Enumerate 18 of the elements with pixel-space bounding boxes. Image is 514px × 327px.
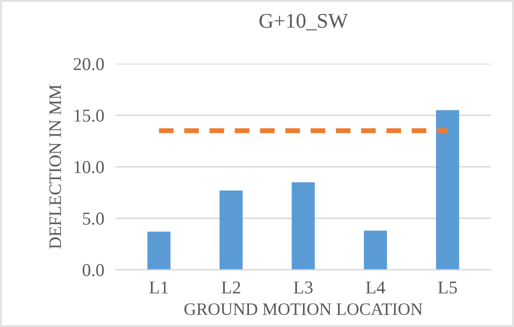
y-tick-label: 0.0 (82, 264, 104, 276)
x-tick-label: L4 (366, 282, 386, 294)
bar (436, 110, 460, 270)
chart-title: G+10_SW (259, 14, 348, 30)
y-tick-label: 5.0 (83, 212, 104, 225)
x-axis-title: GROUND MOTION LOCATION (184, 303, 422, 316)
bar (364, 230, 387, 270)
bar (147, 232, 170, 270)
y-tick-label: 15.0 (74, 110, 104, 122)
y-tick-label: 10.0 (74, 161, 104, 174)
y-axis-title: DEFLECTION IN MM (49, 84, 62, 249)
x-tick-label: L1 (149, 281, 168, 294)
x-tick-label: L3 (294, 281, 313, 294)
x-tick-label: L2 (222, 281, 240, 294)
x-tick-label: L5 (438, 282, 457, 294)
bar (220, 190, 243, 270)
y-tick-label: 20.0 (74, 58, 104, 70)
bar (292, 182, 315, 270)
